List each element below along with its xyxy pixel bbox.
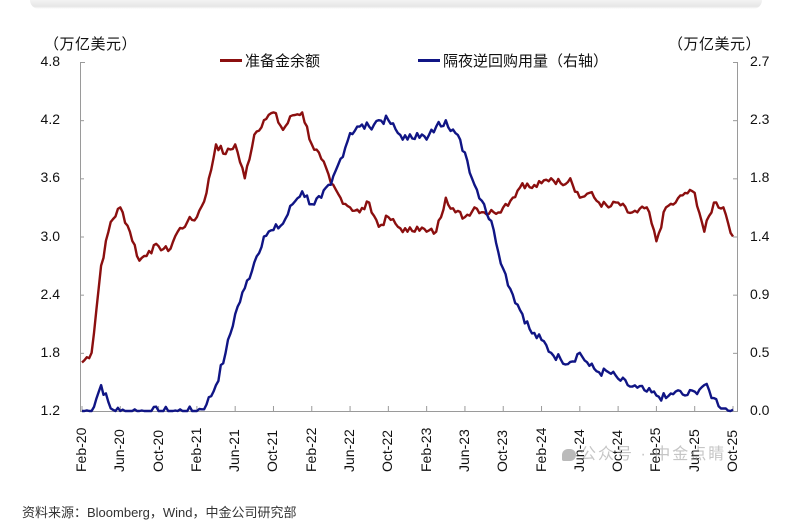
x-tick-label: Jun-20 <box>111 429 128 472</box>
wechat-icon <box>562 448 576 461</box>
source-note: 资料来源：Bloomberg，Wind，中金公司研究部 <box>22 505 297 520</box>
left-tick: 3.0 <box>40 228 60 244</box>
on-rrp-line <box>82 114 734 413</box>
right-axis-unit: （万亿美元） <box>668 36 762 53</box>
left-axis-unit: （万亿美元） <box>44 36 138 53</box>
legend-swatch-reserves <box>220 59 242 62</box>
x-tick-label: Oct-23 <box>494 429 511 472</box>
x-tick-label: Feb-23 <box>417 427 434 472</box>
x-tick-label: Jun-22 <box>341 429 358 472</box>
x-tick-label: Feb-20 <box>73 427 89 472</box>
left-tick: 2.4 <box>40 286 60 302</box>
right-tick: 1.4 <box>750 228 770 244</box>
x-tick-label: Feb-21 <box>187 427 204 472</box>
right-tick: 1.8 <box>750 169 770 185</box>
x-tick-label: Feb-22 <box>302 427 319 472</box>
left-tick: 4.8 <box>40 53 60 69</box>
x-tick-label: Jun-21 <box>226 429 243 472</box>
right-tick: 0.0 <box>750 402 770 418</box>
x-tick-label: Jun-23 <box>455 429 472 472</box>
x-tick-label: Oct-22 <box>379 429 396 472</box>
top-shadow-divider <box>30 0 762 9</box>
watermark-text: 公众号 · 中金点睛 <box>580 446 727 463</box>
legend-label-reserves: 准备金余额 <box>245 53 321 70</box>
legend-label-on-rrp: 隔夜逆回购用量（右轴） <box>443 53 609 70</box>
legend-swatch-on-rrp <box>418 59 440 62</box>
right-tick: 0.5 <box>750 344 770 360</box>
right-tick: 2.7 <box>750 53 770 69</box>
watermark: 公众号 · 中金点睛 <box>562 440 726 464</box>
legend-item-on-rrp: 隔夜逆回购用量（右轴） <box>418 50 608 71</box>
reserves-line <box>81 111 734 364</box>
right-tick: 0.9 <box>750 286 770 302</box>
x-tick-label: Oct-20 <box>149 429 166 472</box>
left-tick: 4.2 <box>40 111 60 127</box>
x-tick-label: Feb-24 <box>532 427 549 472</box>
legend-item-reserves: 准备金余额 <box>220 50 320 71</box>
x-tick-label: Oct-21 <box>264 429 281 472</box>
left-tick: 1.2 <box>40 402 60 418</box>
right-tick: 2.3 <box>750 111 770 127</box>
x-tick-label: Oct-25 <box>724 429 740 472</box>
left-tick: 1.8 <box>40 344 60 360</box>
left-tick: 3.6 <box>40 169 60 185</box>
